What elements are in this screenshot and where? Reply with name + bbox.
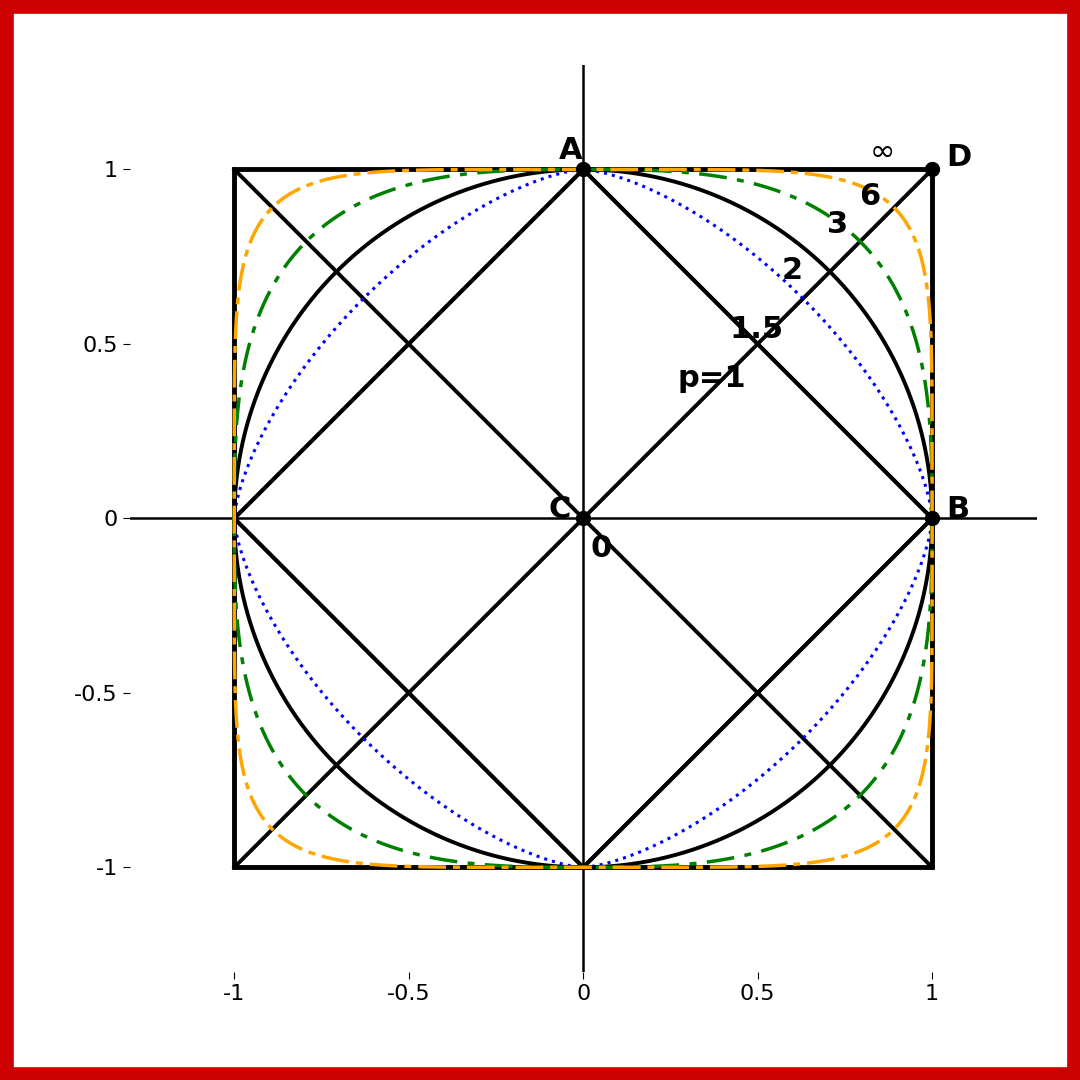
Text: p=1: p=1 [677, 364, 746, 393]
Bar [234, 170, 932, 867]
Text: $\infty$: $\infty$ [869, 137, 893, 166]
Text: 0: 0 [590, 534, 611, 563]
Text: D: D [946, 143, 971, 172]
Text: A: A [558, 136, 582, 165]
Text: C: C [549, 496, 570, 525]
Text: 3: 3 [827, 211, 849, 240]
Text: 6: 6 [859, 183, 880, 212]
Text: B: B [946, 496, 969, 525]
Text: 2: 2 [782, 256, 804, 285]
Text: 1.5: 1.5 [730, 315, 784, 343]
